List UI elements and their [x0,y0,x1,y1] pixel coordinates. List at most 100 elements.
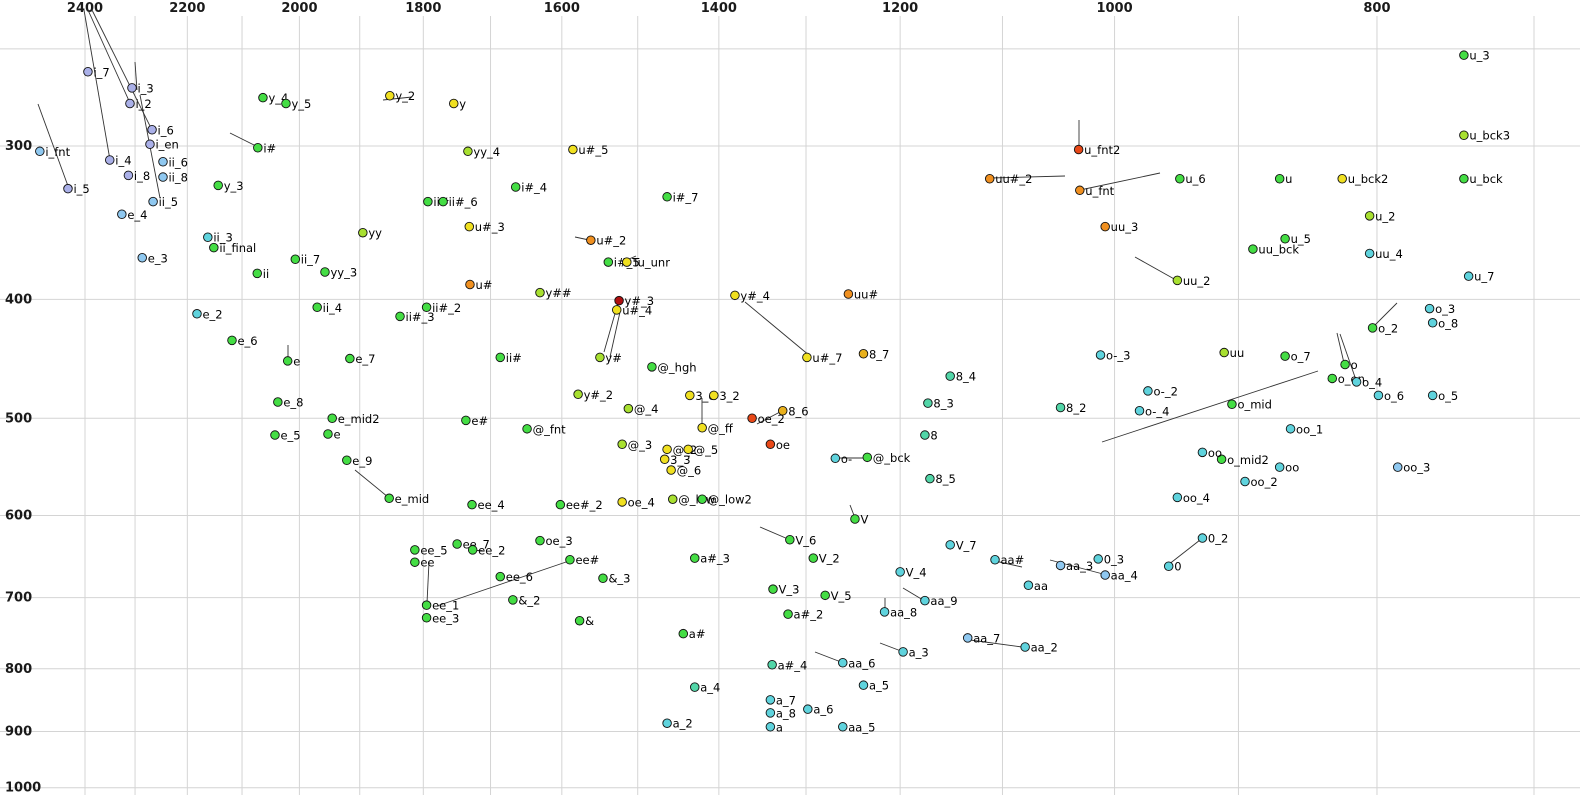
data-point [1093,554,1103,564]
data-point [258,92,268,103]
data-point [1095,350,1106,360]
data-point [662,718,672,728]
data-point [1197,447,1208,458]
point-label: i_en [155,138,178,152]
data-point [192,309,202,319]
point-label: u [1285,172,1292,186]
point-label: a# [689,627,706,641]
point-label: 8_4 [956,370,976,384]
point-label: e [293,354,300,368]
data-point [1274,173,1285,184]
point-label: ee# [575,553,599,567]
point-label: u_bck3 [1469,129,1510,143]
y-axis-tick-label: 300 [5,139,32,154]
data-point [395,311,405,322]
data-point [614,295,624,306]
data-point [535,287,545,298]
data-point [595,352,605,363]
point-label: 8_2 [1066,401,1086,415]
point-label: 8_6 [788,404,808,418]
point-label: u#_5 [578,143,608,157]
data-point [125,98,135,109]
y-axis-tick-label: 400 [5,292,32,307]
data-point [105,155,115,165]
point-label: u#_2 [596,234,626,248]
data-point [767,660,777,670]
point-label: o_mid2 [1227,453,1269,467]
point-label: e_7 [355,352,375,366]
point-label: oo_4 [1183,491,1210,505]
point-label: aa# [1001,553,1025,567]
data-point [555,499,566,510]
point-label: ii [263,267,269,281]
point-label: y_5 [291,97,311,111]
point-label: oe [776,438,790,452]
point-label: y# [605,351,621,365]
point-label: i_3 [137,81,153,95]
point-label: o_2 [1378,321,1398,335]
point-label: oo [1285,461,1299,475]
data-point [1459,130,1469,140]
point-label: @_6 [677,464,702,478]
data-point [1100,221,1110,232]
point-label: y## [545,286,571,300]
point-label: aa [1034,579,1048,593]
data-point [461,415,471,426]
point-label: ii_3 [213,231,232,245]
point-label: i_5 [73,182,89,196]
data-point [838,658,848,668]
data-point [508,595,518,605]
data-point [850,514,860,524]
data-point [802,352,812,363]
y-axis-tick-label: 700 [5,591,32,606]
data-point [923,398,933,408]
data-point [598,573,608,583]
point-label: ee [420,556,434,570]
data-point [323,429,333,439]
point-label: yy_3 [330,265,357,279]
point-label: a_2 [673,717,693,731]
data-point [879,607,890,617]
point-label: y#_2 [584,388,614,402]
point-label: ee_4 [478,498,505,512]
data-point [689,553,700,563]
data-point [438,196,448,207]
data-point [623,403,634,414]
point-label: 3_2 [719,389,739,403]
point-label: e_mid [395,492,430,506]
data-point [452,539,462,549]
y-axis-tick-label: 800 [5,662,32,677]
data-point [697,423,707,433]
data-point [1327,373,1338,384]
connector-line [91,9,153,131]
data-point [666,465,676,475]
point-label: u_bck [1469,172,1503,186]
point-label: oo_1 [1296,422,1323,436]
point-label: i_8 [134,169,150,183]
connector-line [436,560,570,607]
data-point [1075,185,1085,196]
data-point [345,353,355,364]
data-point [568,144,578,155]
data-point [117,209,127,220]
point-label: & [585,614,594,628]
point-label: u_6 [1185,172,1205,186]
data-point [783,609,793,619]
point-label: oe_3 [545,534,572,548]
data-point [747,413,757,424]
point-label: 3_3 [670,453,690,467]
point-label: @_hgh [657,360,696,374]
point-label: uu_2 [1183,274,1211,288]
data-point [535,535,545,546]
connector-line [1101,370,1319,443]
point-label: Tu_unr [631,256,670,270]
connector-line [87,9,131,104]
data-point [565,554,575,565]
data-point [647,362,657,372]
data-point [1285,424,1296,434]
data-point [709,390,719,401]
data-point [803,704,813,714]
